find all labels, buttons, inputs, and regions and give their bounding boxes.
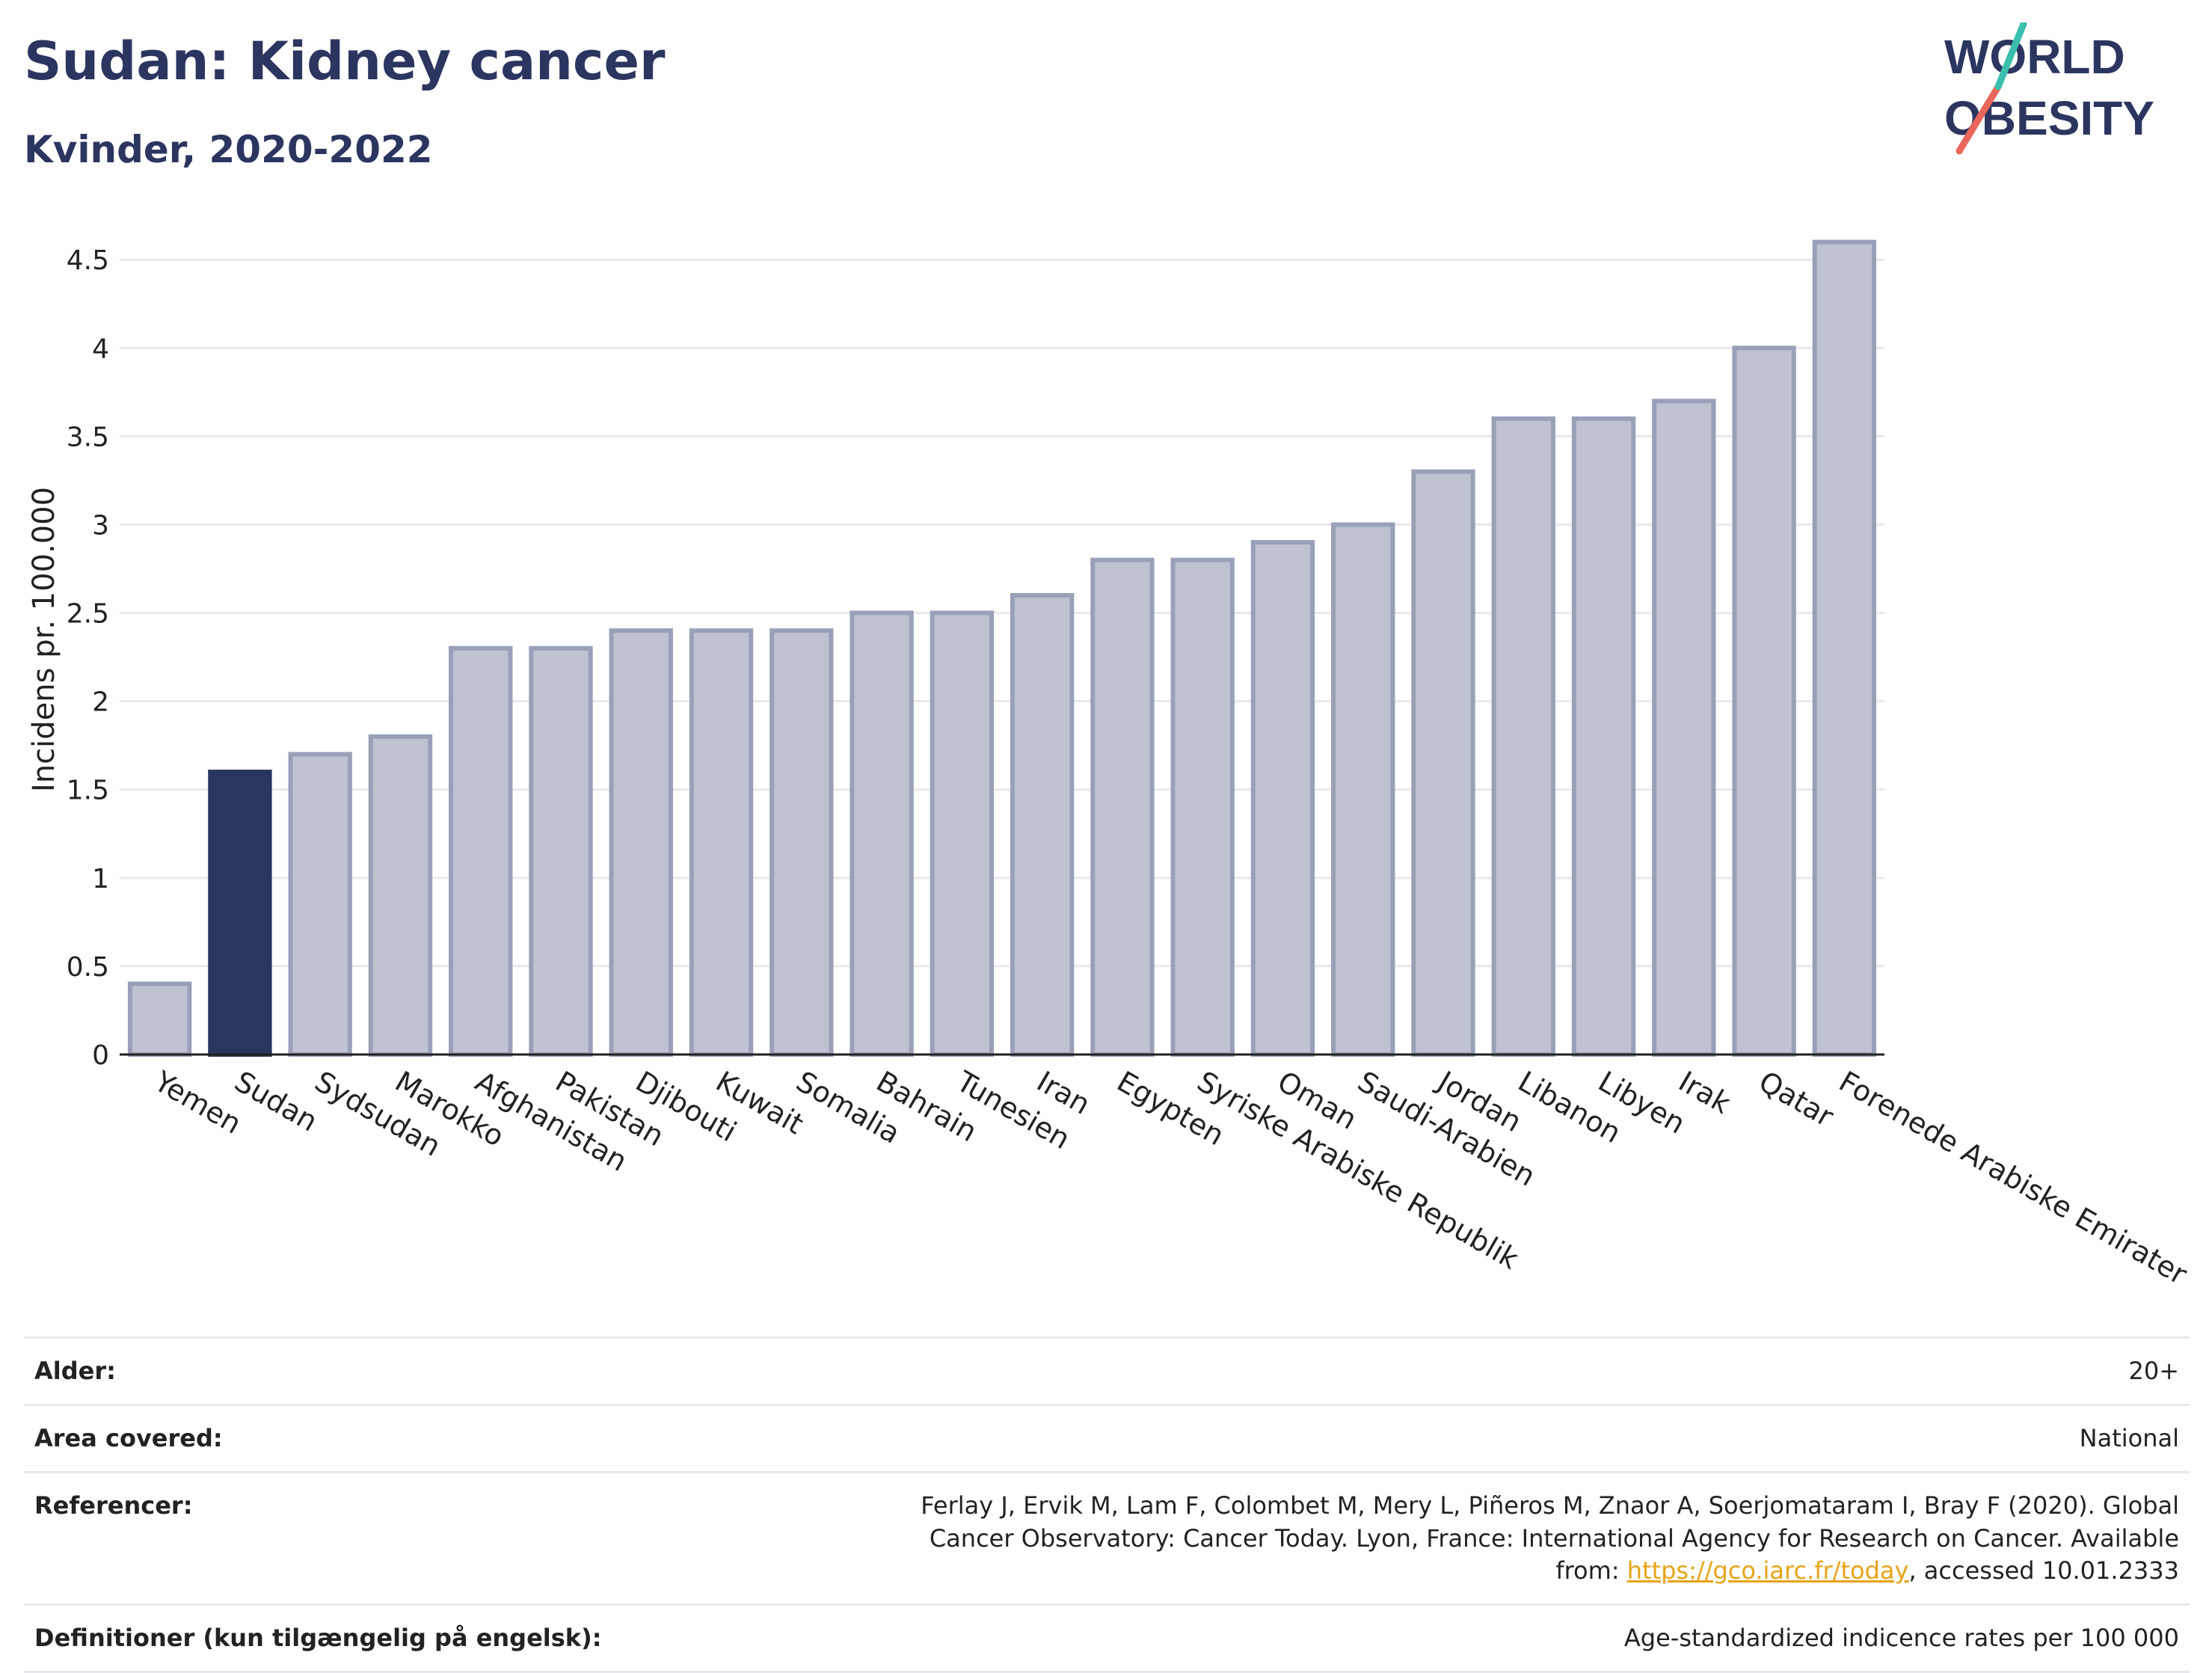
info-value-age: 20+: [890, 1336, 2190, 1407]
y-tick-label: 2.5: [67, 599, 109, 630]
y-tick-label: 1.5: [67, 776, 109, 806]
bar-jordan: [1411, 469, 1475, 1057]
x-tick-label: Forenede Arabiske Emirater: [1834, 1065, 2193, 1292]
bar-libyen: [1571, 416, 1636, 1057]
bar-somalia: [769, 628, 834, 1057]
bar-tunesien: [930, 610, 995, 1057]
logo-red-slash: [1956, 83, 2002, 155]
logo-line1: WORLD: [1944, 30, 2125, 84]
y-tick-label: 4: [92, 334, 109, 364]
info-key-definitions: Definitioner (kun tilgængelig på engelsk…: [24, 1603, 891, 1673]
y-tick-label: 0.5: [67, 952, 109, 983]
bar-djibouti: [609, 628, 673, 1057]
x-tick-label: Yemen: [148, 1064, 247, 1141]
bar-sydsudan: [288, 752, 352, 1057]
logo-teal-slash: [1994, 22, 2027, 90]
bar-egypten: [1090, 557, 1155, 1057]
bar-yemen: [127, 981, 192, 1057]
bar-libanon: [1491, 416, 1555, 1057]
info-row-age: Alder: 20+: [24, 1336, 2190, 1407]
bar-iran: [1010, 592, 1075, 1057]
bar-bahrain: [850, 610, 914, 1057]
reference-accessed: , accessed 10.01.2333: [1908, 1556, 2179, 1585]
bar-afghanistan: [449, 645, 513, 1057]
info-row-area: Area covered: National: [24, 1404, 2190, 1474]
info-table: Alder: 20+ Area covered: National Refere…: [24, 1336, 2190, 1673]
info-key-references: Referencer:: [24, 1471, 891, 1606]
bar-syriske-arabiske-republik: [1170, 557, 1235, 1057]
y-tick-label: 2: [92, 687, 109, 718]
reference-link[interactable]: https://gco.iarc.fr/today: [1626, 1556, 1909, 1585]
bar-kuwait: [689, 628, 754, 1057]
info-key-area: Area covered:: [24, 1404, 891, 1474]
bar-marokko: [368, 734, 433, 1057]
info-key-age: Alder:: [24, 1336, 891, 1407]
info-value-definitions: Age-standardized indicence rates per 100…: [890, 1603, 2190, 1673]
x-tick-label: Sudan: [229, 1065, 323, 1138]
x-tick-label: Qatar: [1754, 1065, 1840, 1134]
bar-saudi-arabien: [1331, 522, 1395, 1057]
info-value-area: National: [890, 1404, 2190, 1474]
chart-title: Sudan: Kidney cancer: [24, 31, 666, 92]
world-obesity-logo: WORLD OBESITY: [1944, 22, 2154, 155]
bar-qatar: [1732, 346, 1796, 1057]
bar-forenede-arabiske-emirater: [1812, 239, 1877, 1057]
info-row-references: Referencer: Ferlay J, Ervik M, Lam F, Co…: [24, 1471, 2190, 1606]
bar-chart: 0 0.5 1 1.5 2 2.5 3 3.5 4 4.5 Incidens pr. 100.000…: [27, 239, 2193, 1292]
bar-pakistan: [529, 645, 593, 1057]
y-tick-label: 4.5: [67, 245, 109, 276]
y-tick-label: 1: [92, 864, 109, 894]
reference-text: Ferlay J, Ervik M, Lam F, Colombet M, Me…: [921, 1491, 2179, 1585]
y-tick-label: 3.5: [67, 422, 109, 452]
y-axis-label: Incidens pr. 100.000: [27, 487, 61, 792]
y-tick-label: 3: [92, 510, 109, 541]
chart-subtitle: Kvinder, 2020-2022: [24, 128, 433, 171]
bar-oman: [1250, 540, 1315, 1057]
y-tick-label: 0: [92, 1040, 109, 1071]
bar-sudan: [208, 770, 272, 1057]
info-value-references: Ferlay J, Ervik M, Lam F, Colombet M, Me…: [890, 1471, 2190, 1606]
info-row-definitions: Definitioner (kun tilgængelig på engelsk…: [24, 1603, 2190, 1673]
bar-irak: [1652, 399, 1716, 1057]
